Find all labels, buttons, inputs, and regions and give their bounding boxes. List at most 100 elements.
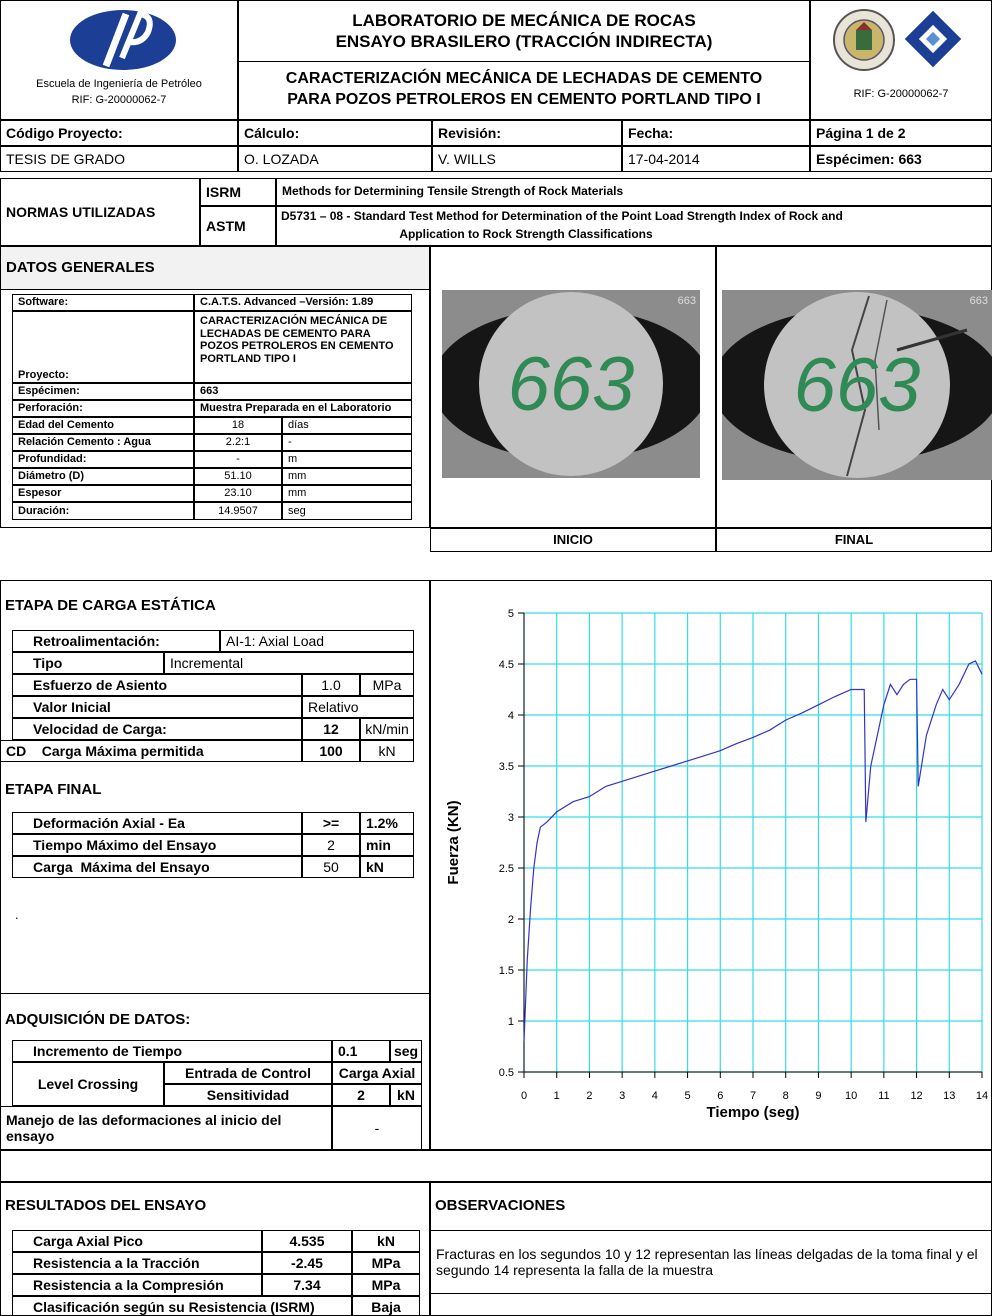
section-title: ETAPA FINAL [5,781,102,799]
specimen-label: 663 [794,343,921,428]
x-tick-label: 5 [685,1090,691,1102]
chart: 0.511.522.533.544.550 1 2 3 4 5 6 7 8 9 10 11 12 13 14… [445,608,988,1121]
y-tick-label: 2.5 [499,863,514,875]
data-unit: mm [282,485,412,502]
y-tick-label: 4 [508,710,514,722]
result-value: kN [352,1230,420,1252]
param-label: Tipo [12,652,164,674]
x-tick-label: 1 [554,1090,560,1102]
param-label: Deformación Axial - Ea [12,812,302,834]
logo-cell [0,0,238,120]
param-label: Sensitividad [164,1084,332,1106]
data-label: Proyecto: [12,311,194,383]
param-value: 50 [302,856,360,878]
title: ENSAYO BRASILERO (TRACCIÓN INDIRECTA) [335,31,713,51]
param-value: 1.0 [302,674,360,696]
y-tick-label: 2 [508,914,514,926]
data-label: Relación Cemento : Agua [12,434,194,451]
data-value: 663 [194,383,412,400]
param-value: 1.2% [360,812,414,834]
norm-text: Application to Rock Strength Classificat… [399,227,653,242]
photo-id: 663 [970,295,988,307]
param-value: 12 [302,718,360,740]
param-label: Manejo de las deformaciones al inicio de… [0,1106,332,1150]
data-value: 51.10 [194,468,282,485]
y-tick-label: 3 [508,812,514,824]
photo-cell [430,246,716,528]
param-value: kN [360,740,414,762]
x-tick-label: 2 [586,1090,592,1102]
info-label: Cálculo: [238,120,432,146]
data-unit: m [282,451,412,468]
data-unit: - [282,434,412,451]
param-value: Carga Axial [332,1062,422,1084]
result-value: MPa [352,1252,420,1274]
result-value: Baja [352,1296,420,1316]
data-unit: mm [282,468,412,485]
university-logo [70,10,176,70]
param-value: 2 [332,1084,390,1106]
norm-text: D5731 – 08 - Standard Test Method for De… [281,209,843,224]
result-value: -2.45 [262,1252,352,1274]
data-value: Muestra Preparada en el Laboratorio [194,400,412,417]
data-label: Espécimen: [12,383,194,400]
data-value: 2.2:1 [194,434,282,451]
param-label: Incremento de Tiempo [12,1040,332,1062]
data-value: C.A.T.S. Advanced –Versión: 1.89 [194,294,412,311]
norm-text: Methods for Determining Tensile Strength… [276,178,992,206]
observations-text: Fracturas en los segundos 10 y 12 repres… [430,1230,992,1294]
info-value: 17-04-2014 [622,146,810,172]
param-value: min [360,834,414,856]
section-title: NORMAS UTILIZADAS [0,178,200,246]
data-line [523,660,983,1042]
x-tick-label: 9 [815,1090,821,1102]
y-tick-label: 3.5 [499,761,514,773]
norm-code: ISRM [200,178,276,206]
param-value: kN/min [360,718,414,740]
x-tick-label: 6 [717,1090,723,1102]
spacer-row [0,1150,992,1182]
x-tick-label: 10 [845,1090,857,1102]
data-label: Diámetro (D) [12,468,194,485]
result-label: Resistencia a la Tracción [12,1252,262,1274]
rif: RIF: G-20000062-7 [853,87,949,100]
info-value: Espécimen: 663 [810,146,992,172]
section-title: DATOS GENERALES [0,246,430,290]
y-tick-label: 1 [508,1016,514,1028]
param-label: CD Carga Máxima permitida [0,740,302,762]
param-label: Retroalimentación: [12,630,220,652]
photo-caption: INICIO [430,528,716,552]
y-tick-label: 5 [508,608,514,620]
param-label: Esfuerzo de Asiento [12,674,302,696]
data-label: Profundidad: [12,451,194,468]
data-unit: días [282,417,412,434]
info-value: V. WILLS [432,146,622,172]
param-label: Tiempo Máximo del Ensayo [12,834,302,856]
result-label: Carga Axial Pico [12,1230,262,1252]
param-value: AI-1: Axial Load [220,630,414,652]
title: LABORATORIO DE MECÁNICA DE ROCAS [352,10,696,30]
data-label: Duración: [12,502,194,520]
x-tick-label: 12 [910,1090,922,1102]
section-title: ADQUISICIÓN DE DATOS: [5,1011,191,1029]
param-unit: seg [390,1040,422,1062]
x-tick-label: 11 [878,1090,889,1102]
x-tick-label: 13 [943,1090,955,1102]
param-unit: kN [390,1084,422,1106]
section-title: OBSERVACIONES [435,1197,566,1215]
data-value: - [194,451,282,468]
data-unit: seg [282,502,412,520]
note: . [15,906,19,922]
data-label: Espesor [12,485,194,502]
x-tick-label: 4 [652,1090,658,1102]
data-value: 18 [194,417,282,434]
specimen-photo: 663 663 [442,290,700,478]
title-separator [238,61,810,62]
x-tick-label: 0 [521,1090,527,1102]
photo-id: 663 [678,295,696,307]
norm-code: ASTM [200,206,276,246]
data-value: CARACTERIZACIÓN MECÁNICA DE LECHADAS DE … [194,311,412,383]
param-label: Carga Máxima del Ensayo [12,856,302,878]
data-value: 23.10 [194,485,282,502]
